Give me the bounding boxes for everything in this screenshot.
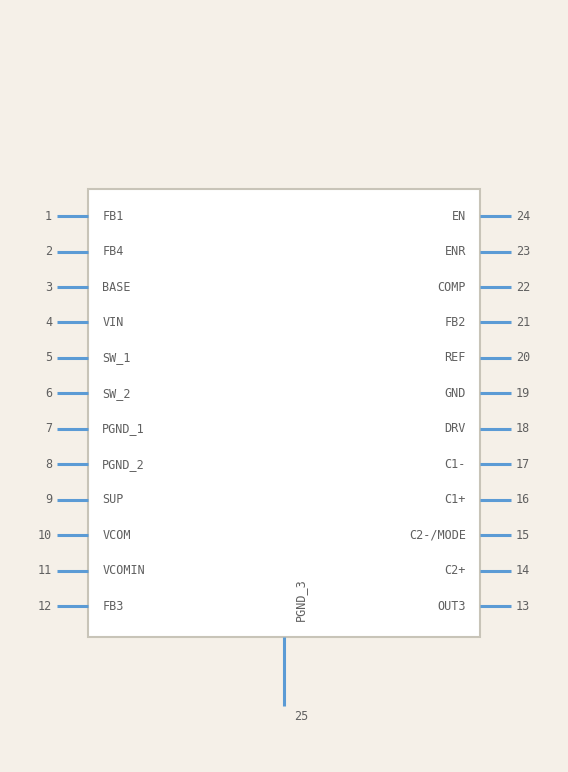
Text: SW_2: SW_2 — [102, 387, 131, 400]
Text: PGND_1: PGND_1 — [102, 422, 145, 435]
Text: 22: 22 — [516, 280, 530, 293]
Text: 19: 19 — [516, 387, 530, 400]
Text: VCOM: VCOM — [102, 529, 131, 542]
Text: 25: 25 — [294, 710, 308, 723]
Text: 4: 4 — [45, 316, 52, 329]
Text: VCOMIN: VCOMIN — [102, 564, 145, 577]
Text: FB4: FB4 — [102, 245, 124, 258]
Text: 6: 6 — [45, 387, 52, 400]
Text: 14: 14 — [516, 564, 530, 577]
Bar — [88, 189, 480, 637]
Text: 5: 5 — [45, 351, 52, 364]
Text: VIN: VIN — [102, 316, 124, 329]
Text: 2: 2 — [45, 245, 52, 258]
Text: 12: 12 — [38, 600, 52, 612]
Text: DRV: DRV — [444, 422, 466, 435]
Text: 13: 13 — [516, 600, 530, 612]
Text: 23: 23 — [516, 245, 530, 258]
Text: EN: EN — [452, 210, 466, 222]
Text: GND: GND — [444, 387, 466, 400]
Text: COMP: COMP — [437, 280, 466, 293]
Text: FB3: FB3 — [102, 600, 124, 612]
Text: 11: 11 — [38, 564, 52, 577]
Text: PGND_2: PGND_2 — [102, 458, 145, 471]
Text: FB1: FB1 — [102, 210, 124, 222]
Text: C1+: C1+ — [444, 493, 466, 506]
Text: 21: 21 — [516, 316, 530, 329]
Text: 10: 10 — [38, 529, 52, 542]
Text: SUP: SUP — [102, 493, 124, 506]
Text: 18: 18 — [516, 422, 530, 435]
Text: FB2: FB2 — [444, 316, 466, 329]
Text: 7: 7 — [45, 422, 52, 435]
Text: 16: 16 — [516, 493, 530, 506]
Text: 8: 8 — [45, 458, 52, 471]
Text: 17: 17 — [516, 458, 530, 471]
Text: BASE: BASE — [102, 280, 131, 293]
Text: 9: 9 — [45, 493, 52, 506]
Text: 1: 1 — [45, 210, 52, 222]
Text: 3: 3 — [45, 280, 52, 293]
Text: C1-: C1- — [444, 458, 466, 471]
Text: 20: 20 — [516, 351, 530, 364]
Text: C2-/MODE: C2-/MODE — [409, 529, 466, 542]
Text: 24: 24 — [516, 210, 530, 222]
Text: ENR: ENR — [444, 245, 466, 258]
Text: REF: REF — [444, 351, 466, 364]
Text: SW_1: SW_1 — [102, 351, 131, 364]
Text: C2+: C2+ — [444, 564, 466, 577]
Text: OUT3: OUT3 — [437, 600, 466, 612]
Text: PGND_3: PGND_3 — [294, 579, 307, 621]
Text: 15: 15 — [516, 529, 530, 542]
